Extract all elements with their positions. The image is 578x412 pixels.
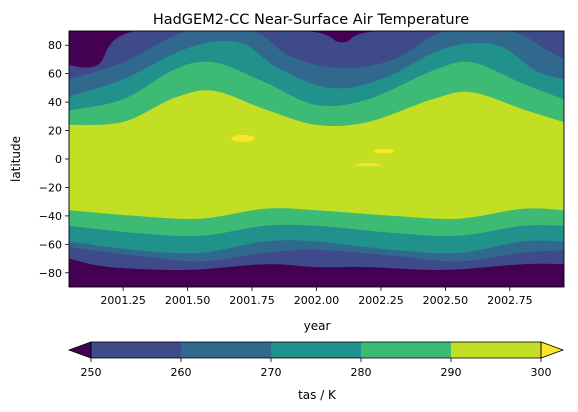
colorbar-label: tas / K <box>298 388 337 402</box>
colorbar-tick-label: 260 <box>171 366 192 379</box>
warm-patch-2 <box>373 149 394 153</box>
y-tick-label: −20 <box>39 181 62 194</box>
plot-area <box>64 26 569 292</box>
y-axis-label: latitude <box>9 136 23 182</box>
y-axis: −80 −60 −40 −20 0 20 40 60 80 <box>39 39 69 280</box>
warm-patch-3 <box>355 163 381 166</box>
chart-title: HadGEM2-CC Near-Surface Air Temperature <box>153 12 469 28</box>
colorbar-segment <box>271 342 362 358</box>
x-axis: 2001.25 2001.50 2001.75 2002.00 2002.25 2002.… <box>100 287 532 307</box>
colorbar-tick-label: 250 <box>81 366 102 379</box>
x-tick-label: 2001.75 <box>229 294 275 307</box>
y-tick-label: 60 <box>48 68 62 81</box>
x-axis-label: year <box>304 319 331 333</box>
colorbar-extend-high <box>541 342 563 358</box>
colorbar-extend-low <box>69 342 91 358</box>
x-tick-label: 2002.75 <box>487 294 533 307</box>
x-tick-label: 2002.00 <box>294 294 340 307</box>
x-tick-label: 2001.50 <box>165 294 211 307</box>
colorbar-tick-label: 280 <box>351 366 372 379</box>
colorbar-tick-label: 300 <box>531 366 552 379</box>
x-tick-label: 2002.25 <box>358 294 404 307</box>
colorbar-segment <box>451 342 542 358</box>
colorbar-tick-label: 270 <box>261 366 282 379</box>
y-tick-label: 40 <box>48 96 62 109</box>
warm-patch-1 <box>231 135 254 142</box>
colorbar: 250 260 270 280 290 300 <box>69 342 563 379</box>
y-tick-label: −40 <box>39 210 62 223</box>
x-tick-label: 2001.25 <box>100 294 146 307</box>
y-tick-label: −60 <box>39 238 62 251</box>
y-tick-label: 0 <box>55 153 62 166</box>
colorbar-segment <box>361 342 452 358</box>
colorbar-segment <box>91 342 182 358</box>
colorbar-tick-label: 290 <box>441 366 462 379</box>
y-tick-label: 80 <box>48 39 62 52</box>
colorbar-segment <box>181 342 272 358</box>
y-tick-label: −80 <box>39 267 62 280</box>
y-tick-label: 20 <box>48 125 62 138</box>
x-tick-label: 2002.50 <box>423 294 469 307</box>
